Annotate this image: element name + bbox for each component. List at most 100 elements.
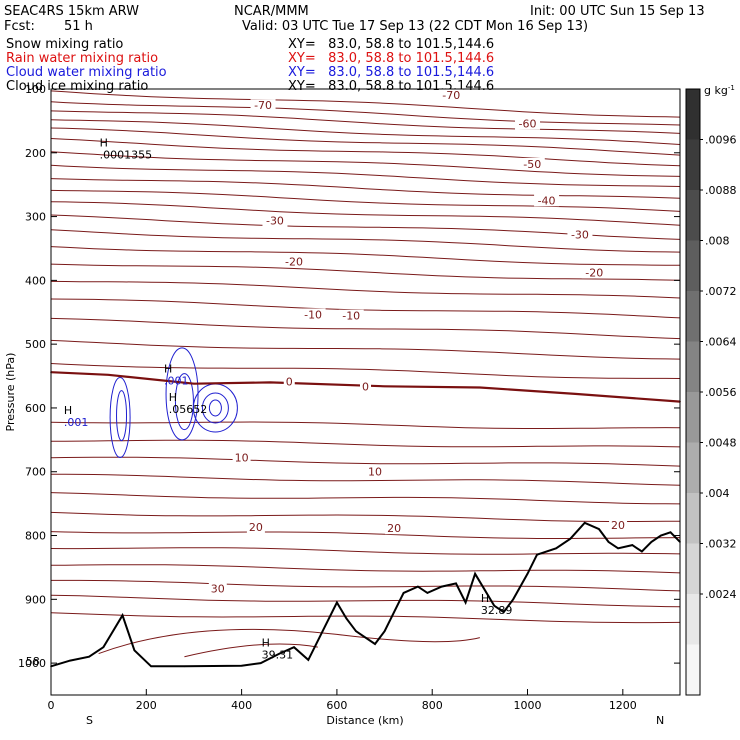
colorbar-swatch bbox=[686, 291, 700, 342]
temperature-label: -10 bbox=[304, 308, 322, 321]
temperature-label-bg bbox=[366, 465, 385, 478]
x-axis-title: Distance (km) bbox=[326, 714, 403, 727]
temperature-label: -20 bbox=[285, 256, 303, 269]
temperature-label: 10 bbox=[368, 465, 382, 478]
terrain-point bbox=[278, 652, 281, 655]
temperature-label-bg bbox=[581, 266, 607, 279]
x-tick-label: 800 bbox=[422, 699, 443, 712]
temperature-contours bbox=[50, 90, 681, 658]
temperature-label-bg bbox=[281, 255, 307, 268]
isotherm-line bbox=[50, 189, 681, 212]
temperature-label-bg bbox=[534, 194, 560, 207]
x-tick-label: 400 bbox=[231, 699, 252, 712]
terrain-point bbox=[383, 630, 386, 633]
temperature-label: 10 bbox=[235, 451, 249, 464]
y-tick-label: 600 bbox=[25, 402, 46, 415]
terrain-point bbox=[307, 659, 310, 661]
colorbar-swatch bbox=[686, 644, 700, 696]
annotation-value: .001 bbox=[64, 416, 89, 429]
temperature-label: 0 bbox=[286, 375, 293, 388]
temperature-label: -30 bbox=[571, 229, 589, 242]
isotherm-line bbox=[50, 138, 681, 167]
temperature-label-bg bbox=[360, 380, 371, 393]
cloud-water-contour bbox=[208, 399, 222, 417]
terrain-point bbox=[440, 585, 443, 588]
annotation-value: 32.89 bbox=[481, 604, 513, 617]
terrain-line bbox=[50, 521, 681, 668]
isotherm-line bbox=[50, 421, 681, 429]
isotherm-line bbox=[50, 280, 681, 299]
colorbar-tick-label: .0032 bbox=[705, 538, 737, 551]
max-marker: H bbox=[169, 391, 177, 404]
freezing-level-point bbox=[269, 381, 271, 384]
colorbar-tick-label: .0096 bbox=[705, 134, 737, 147]
x-tick-label: 0 bbox=[48, 699, 55, 712]
isotherm-line bbox=[51, 579, 681, 592]
terrain-point bbox=[598, 528, 600, 530]
colorbar-swatch bbox=[686, 594, 700, 645]
isotherm-line bbox=[50, 178, 681, 199]
isotherm-line bbox=[50, 612, 681, 624]
freezing-level-point bbox=[479, 386, 481, 389]
isotherm-line bbox=[50, 492, 681, 505]
temperature-label-bg bbox=[519, 157, 545, 170]
temperature-label: 20 bbox=[249, 521, 263, 534]
isotherm-line bbox=[50, 101, 681, 126]
annotation-value: .05652 bbox=[169, 403, 208, 416]
freezing-level-point bbox=[107, 373, 109, 376]
temperature-label-bg bbox=[609, 518, 628, 531]
colorbar-swatch bbox=[686, 543, 700, 595]
terrain-point bbox=[555, 547, 557, 550]
y-tick-label: 700 bbox=[25, 466, 46, 479]
terrain-point bbox=[133, 649, 136, 652]
annotation-value: .001 bbox=[164, 374, 189, 387]
temperature-label: -30 bbox=[266, 215, 284, 228]
x-axis: 0 200 400 600 800 1000 1200 bbox=[48, 689, 637, 712]
terrain-point bbox=[631, 544, 634, 546]
terrain-point bbox=[617, 547, 619, 550]
colorbar-swatch bbox=[686, 89, 700, 140]
isotherm-line bbox=[50, 511, 681, 522]
temperature-label: 0 bbox=[362, 381, 369, 394]
max-marker: H bbox=[64, 404, 72, 417]
terrain-point bbox=[355, 630, 357, 633]
temperature-label: -40 bbox=[538, 194, 556, 207]
terrain-point bbox=[526, 573, 529, 575]
colorbar-swatch bbox=[686, 493, 700, 544]
terrain-point bbox=[455, 582, 457, 585]
x-end-north: N bbox=[656, 714, 664, 727]
isotherm-line bbox=[50, 263, 681, 281]
max-marker: H bbox=[481, 592, 489, 605]
cloud-water-contour bbox=[174, 373, 194, 431]
x-tick-label: 200 bbox=[136, 699, 157, 712]
terrain-point bbox=[150, 665, 152, 668]
freezing-level-line bbox=[50, 371, 681, 403]
temperature-label-bg bbox=[515, 117, 541, 130]
temperature-label-bg bbox=[262, 214, 288, 227]
terrain-point bbox=[402, 592, 405, 594]
field-rain-xy: XY= 83.0, 58.8 to 101.5,144.6 bbox=[288, 51, 495, 66]
temperature-label-bg bbox=[567, 228, 593, 241]
terrain-point bbox=[474, 573, 476, 575]
init-time: Init: 00 UTC Sun 15 Sep 13 bbox=[530, 4, 705, 19]
isotherm-line bbox=[50, 456, 681, 467]
temperature-label-bg bbox=[250, 99, 276, 112]
colorbar-tick-label: .0064 bbox=[705, 336, 737, 349]
terrain-point bbox=[345, 617, 348, 620]
terrain-point bbox=[660, 534, 662, 537]
colorbar-swatch bbox=[686, 341, 700, 393]
field-cloudwater-xy: XY= 83.0, 58.8 to 101.5,144.6 bbox=[288, 65, 495, 80]
isotherm-line bbox=[50, 473, 681, 486]
colorbar-unit: g kg-1 bbox=[704, 84, 735, 97]
isotherm-line bbox=[50, 531, 681, 539]
cloud-water-contour bbox=[201, 392, 229, 424]
terrain-point bbox=[321, 630, 324, 633]
freezing-level-point bbox=[193, 382, 195, 385]
model-name: SEAC4RS 15km ARW bbox=[4, 4, 140, 19]
colorbar-swatch bbox=[686, 392, 700, 443]
isotherm-line bbox=[50, 339, 681, 360]
terrain-point bbox=[607, 541, 610, 543]
terrain-point bbox=[464, 601, 467, 604]
